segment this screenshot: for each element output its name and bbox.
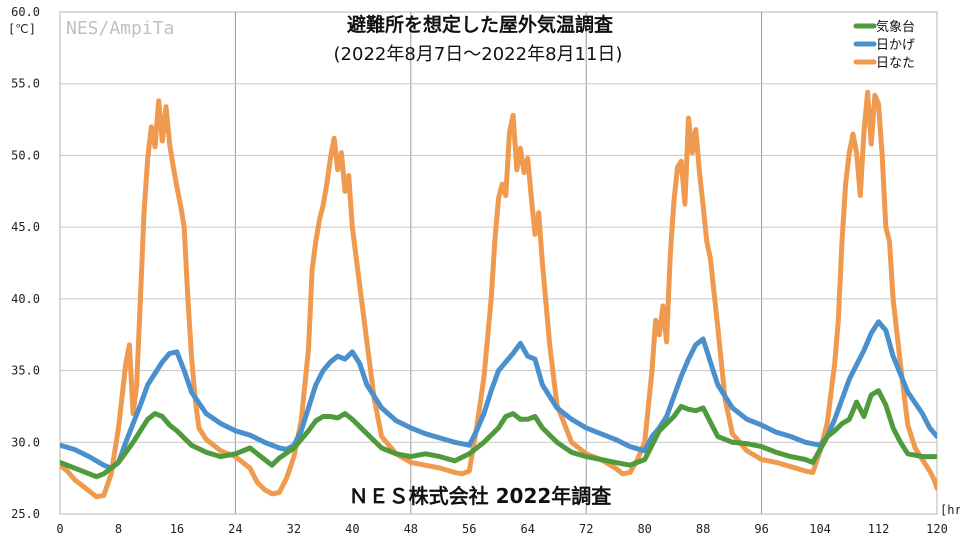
series-line-1 <box>60 388 937 480</box>
y-tick-label: 30.0 <box>11 435 40 449</box>
x-tick-label: 8 <box>115 522 122 536</box>
x-tick-label: 80 <box>637 522 651 536</box>
x-tick-label: 40 <box>345 522 359 536</box>
x-tick-label: 64 <box>521 522 535 536</box>
x-tick-label: 88 <box>696 522 710 536</box>
legend-label: 日かげ <box>876 38 915 53</box>
x-tick-label: 104 <box>809 522 831 536</box>
x-tick-label: 0 <box>56 522 63 536</box>
grid <box>59 11 938 515</box>
x-tick-label: 120 <box>926 522 948 536</box>
series-line-3 <box>60 89 937 500</box>
y-axis-unit: [℃] <box>8 22 36 36</box>
watermark: NES/AmpiTa <box>66 18 174 39</box>
x-axis-unit: [hr] <box>940 503 960 517</box>
series-line-2 <box>60 319 937 471</box>
plot-area-border <box>59 11 938 515</box>
x-tick-label: 16 <box>170 522 184 536</box>
legend-label: 気象台 <box>876 19 915 35</box>
x-tick-label: 48 <box>404 522 418 536</box>
x-tick-label: 32 <box>287 522 301 536</box>
x-axis-ticks: 0 8 16 24 32 40 48 56 64 72 80 88 96 104 112 120 <box>56 522 947 536</box>
series-lines <box>60 89 937 500</box>
footer-credit: ＮＥＳ株式会社 2022年調査 <box>349 484 612 508</box>
x-tick-label: 72 <box>579 522 593 536</box>
x-tick-label: 112 <box>868 522 890 536</box>
y-tick-label: 40.0 <box>11 292 40 306</box>
y-tick-label: 25.0 <box>11 507 40 521</box>
chart-subtitle: (2022年8月7日～2022年8月11日) <box>334 44 623 65</box>
y-tick-label: 50.0 <box>11 148 40 162</box>
y-tick-label: 55.0 <box>11 77 40 91</box>
y-tick-label: 60.0 <box>11 5 40 19</box>
chart-title: 避難所を想定した屋外気温調査 <box>347 13 614 36</box>
legend-label: 日なた <box>876 56 915 71</box>
x-tick-label: 96 <box>754 522 768 536</box>
y-tick-label: 35.0 <box>11 364 40 378</box>
y-axis-ticks: 25.0 30.0 35.0 40.0 45.0 50.0 55.0 60.0 <box>11 5 40 521</box>
x-tick-label: 24 <box>228 522 242 536</box>
y-tick-label: 45.0 <box>11 220 40 234</box>
x-tick-label: 56 <box>462 522 476 536</box>
